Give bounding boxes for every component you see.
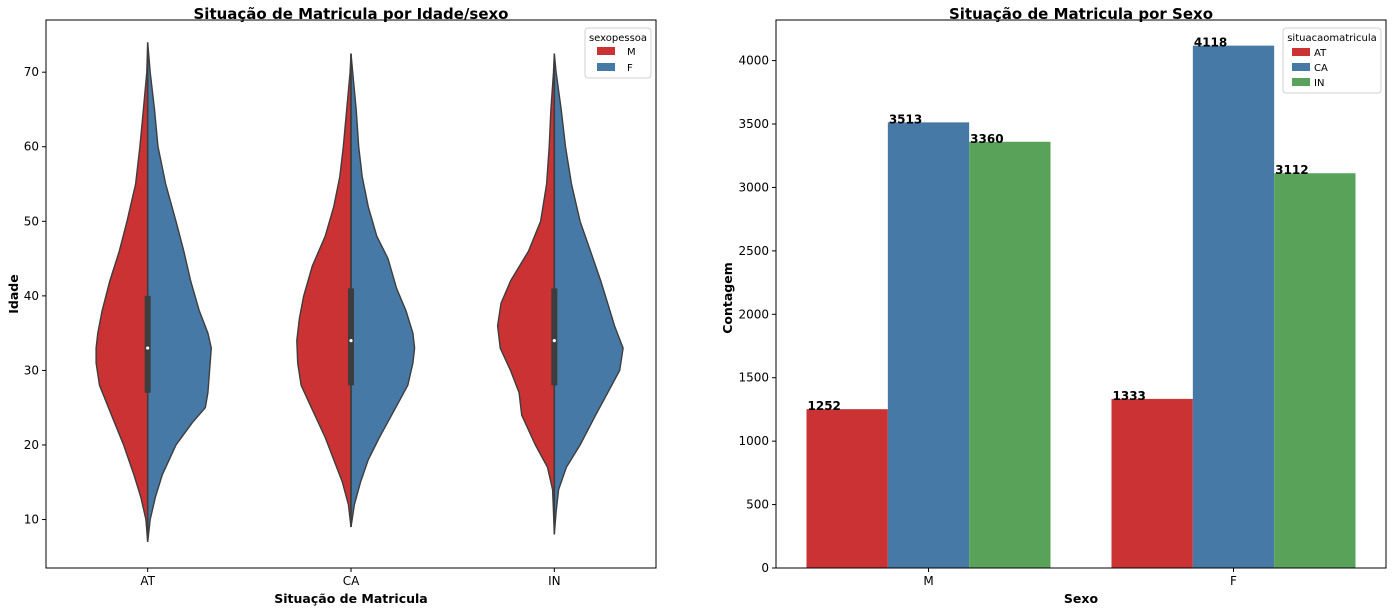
violin-half-f — [350, 53, 416, 528]
y-tick-label: 4000 — [738, 54, 769, 68]
y-tick-label: 30 — [24, 363, 39, 377]
violins — [95, 42, 624, 542]
bar-y-ticks: 0 500 1000 1500 2000 2500 3000 3500 4000 — [738, 54, 776, 575]
y-tick-label: 60 — [24, 140, 39, 154]
y-tick-label: 50 — [24, 214, 39, 228]
bar — [1274, 173, 1356, 568]
violin-half-m — [95, 42, 149, 542]
violin-chart: Situação de Matricula por Idade/sexo 10 2… — [6, 5, 657, 606]
violin-half-m — [296, 53, 352, 528]
violin-half-f — [553, 53, 624, 535]
x-tick-label: F — [1230, 574, 1237, 588]
violin-iqr-box — [348, 288, 354, 386]
violin-legend-label-m: M — [627, 47, 636, 58]
y-tick-label: 40 — [24, 289, 39, 303]
bar-chart: Situação de Matricula por Sexo 0 500 1000 1… — [720, 5, 1387, 606]
bar-data-label: 1333 — [1113, 389, 1146, 403]
bar-x-axis-label: Sexo — [1064, 591, 1099, 606]
bar-legend-items: AT CA IN — [1292, 48, 1328, 89]
violin-half-f — [147, 42, 213, 542]
violin-x-axis-label: Situação de Matricula — [274, 591, 428, 606]
y-tick-label: 1500 — [738, 371, 769, 385]
bar-chart-title: Situação de Matricula por Sexo — [949, 5, 1213, 23]
legend-label: AT — [1314, 48, 1327, 59]
y-tick-label: 3500 — [738, 117, 769, 131]
legend-swatch-m — [597, 47, 615, 55]
violin-axes-frame — [45, 19, 657, 569]
violin-x-ticks: AT CA IN — [140, 568, 561, 588]
x-tick-label: IN — [548, 574, 561, 588]
legend-swatch — [1292, 63, 1310, 71]
violin-y-axis-label: Idade — [6, 274, 21, 313]
violin-median — [349, 338, 353, 343]
violin-y-ticks: 10 20 30 40 50 60 70 — [24, 65, 46, 527]
y-tick-label: 500 — [746, 498, 769, 512]
bar-y-axis-label: Contagem — [720, 262, 735, 334]
y-tick-label: 20 — [24, 438, 39, 452]
y-tick-label: 2000 — [738, 307, 769, 321]
y-tick-label: 1000 — [738, 434, 769, 448]
violin-median — [552, 338, 556, 343]
y-tick-label: 70 — [24, 65, 39, 79]
x-tick-label: CA — [343, 574, 360, 588]
y-tick-label: 2500 — [738, 244, 769, 258]
bar-legend: situacaomatricula AT CA IN — [1282, 27, 1382, 94]
legend-label: CA — [1314, 63, 1328, 74]
legend-swatch — [1292, 78, 1310, 86]
violin-legend-title: sexopessoa — [589, 33, 647, 44]
violin-chart-title: Situação de Matricula por Idade/sexo — [194, 5, 509, 23]
bar — [806, 409, 888, 568]
bars — [806, 45, 1356, 568]
bar — [1111, 398, 1193, 568]
violin-median — [146, 346, 150, 350]
bar — [1192, 45, 1275, 568]
violin-iqr-box — [144, 295, 151, 393]
x-tick-label: M — [923, 574, 933, 588]
bar-legend-box — [1282, 27, 1382, 94]
bar — [969, 141, 1051, 568]
bar-data-label: 3112 — [1275, 163, 1308, 177]
violin-half-m — [496, 53, 555, 535]
violin-legend: sexopessoa M F — [584, 27, 652, 79]
y-tick-label: 10 — [24, 513, 39, 527]
bar-data-labels: 1252 1333 3513 4118 3360 3112 — [808, 36, 1309, 414]
legend-label: IN — [1314, 78, 1324, 89]
legend-swatch-f — [597, 63, 615, 71]
y-tick-label: 0 — [761, 561, 769, 575]
bar-legend-title: situacaomatricula — [1287, 33, 1377, 44]
violin-iqr-box — [551, 288, 558, 386]
bar-data-label: 1252 — [808, 399, 841, 413]
violin-legend-label-f: F — [627, 63, 633, 74]
y-tick-label: 3000 — [738, 180, 769, 194]
bar-data-label: 3513 — [889, 112, 922, 126]
bar-axes-frame — [775, 19, 1387, 569]
legend-swatch — [1292, 48, 1310, 56]
bar-data-label: 4118 — [1194, 36, 1227, 50]
bar — [887, 122, 970, 568]
x-tick-label: AT — [140, 574, 155, 588]
bar-data-label: 3360 — [970, 132, 1003, 146]
